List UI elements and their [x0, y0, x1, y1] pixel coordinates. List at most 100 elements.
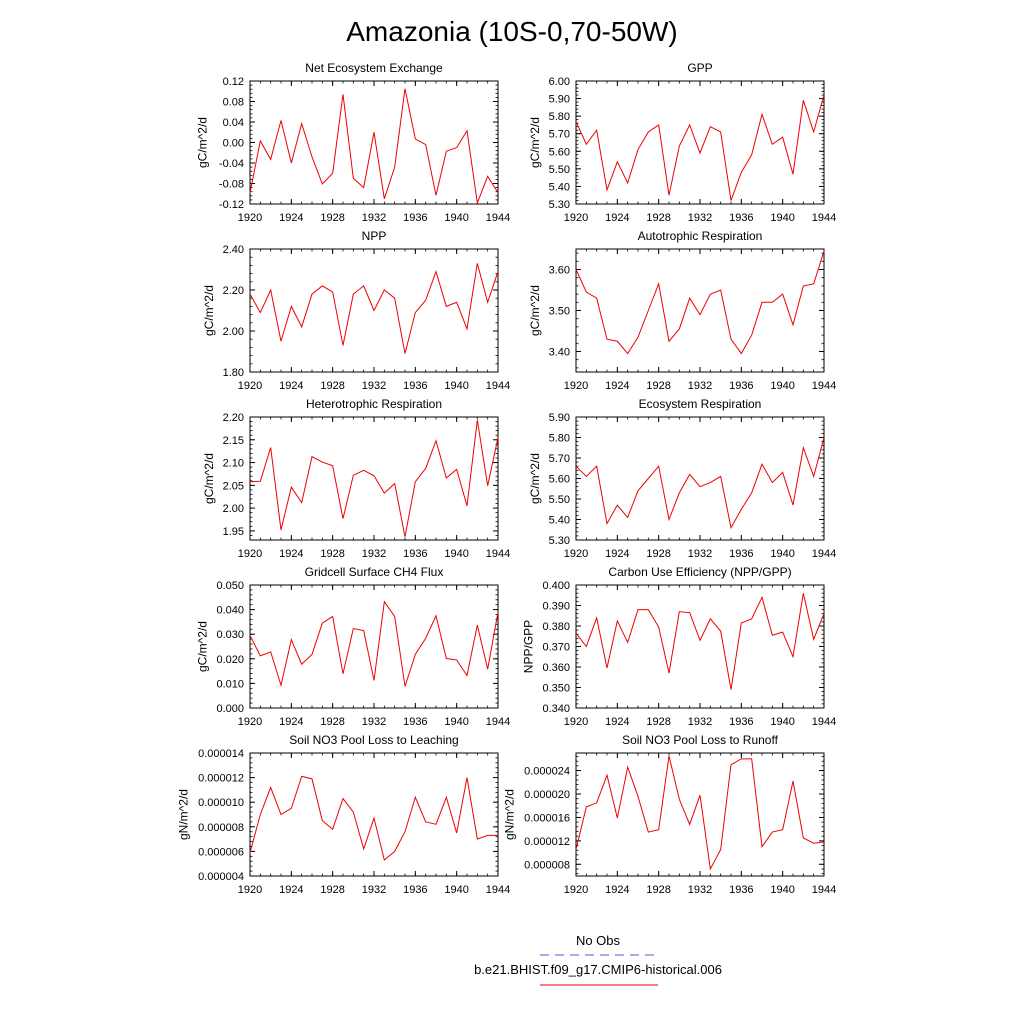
x-tick-label: 1920 [238, 212, 262, 224]
x-tick-label: 1940 [770, 212, 794, 224]
series-line [249, 88, 499, 205]
x-tick-label: 1940 [770, 380, 794, 392]
y-tick-label: 5.40 [549, 515, 570, 527]
y-tick-label: 0.000020 [524, 789, 570, 801]
x-tick-label: 1928 [320, 548, 344, 560]
panel-3: 1920 1924 1928 1932 1936 1940 1944 1.80 2.00 2.20… [202, 229, 510, 392]
x-tick-label: 1924 [605, 548, 629, 560]
series-line [249, 600, 499, 688]
x-tick-label: 1936 [729, 884, 753, 896]
y-tick-label: 0.050 [216, 580, 244, 592]
panel-2: 1920 1924 1928 1932 1936 1940 1944 5.30 5.40 5.50… [528, 61, 836, 224]
y-axis-label: gN/m^2/d [503, 789, 517, 840]
x-tick-label: 1924 [605, 380, 629, 392]
y-tick-label: 3.50 [549, 306, 570, 318]
panel-title: Carbon Use Efficiency (NPP/GPP) [608, 565, 791, 579]
y-axis-label: gC/m^2/d [196, 621, 210, 672]
y-tick-label: 0.030 [216, 629, 244, 641]
y-tick-label: 0.000014 [198, 748, 244, 760]
y-tick-label: 0.400 [542, 580, 570, 592]
y-tick-label: -0.08 [219, 179, 244, 191]
series-line [249, 420, 499, 537]
y-tick-label: 2.15 [223, 435, 244, 447]
y-tick-label: 3.60 [549, 265, 570, 277]
y-axis-label: NPP/GPP [522, 620, 536, 673]
x-tick-label: 1944 [812, 884, 836, 896]
x-tick-label: 1928 [646, 548, 670, 560]
y-tick-label: 5.80 [549, 111, 570, 123]
y-tick-label: 5.80 [549, 433, 570, 445]
x-tick-label: 1920 [564, 212, 588, 224]
plot-frame [249, 752, 499, 877]
y-tick-label: 2.00 [223, 503, 244, 515]
x-tick-label: 1944 [486, 212, 510, 224]
series-line [249, 775, 498, 861]
x-tick-label: 1924 [279, 212, 303, 224]
y-tick-label: 0.350 [542, 683, 570, 695]
x-tick-label: 1924 [279, 716, 303, 728]
x-tick-label: 1944 [812, 212, 836, 224]
panel-7: 1920 1924 1928 1932 1936 1940 1944 0.000 0.010 0.… [196, 565, 511, 728]
y-tick-label: 5.40 [549, 181, 570, 193]
panel-8: 1920 1924 1928 1932 1936 1940 1944 0.340 0.350 0.… [522, 565, 837, 728]
x-tick-label: 1920 [238, 548, 262, 560]
x-tick-label: 1940 [770, 548, 794, 560]
x-tick-label: 1944 [486, 884, 510, 896]
y-tick-label: 5.50 [549, 494, 570, 506]
figure-title: Amazonia (10S-0,70-50W) [346, 16, 677, 47]
x-tick-label: 1928 [646, 716, 670, 728]
x-tick-label: 1940 [444, 716, 468, 728]
panel-title: Heterotrophic Respiration [306, 397, 442, 411]
plot-frame [249, 80, 499, 205]
panel-title: NPP [362, 229, 387, 243]
y-tick-label: 2.10 [223, 458, 244, 470]
y-tick-label: 0.00 [223, 138, 244, 150]
panel-10: 1920 1924 1928 1932 1936 1940 1944 0.000008 0.00… [503, 733, 837, 896]
y-tick-label: 0.040 [216, 605, 244, 617]
y-tick-label: 0.000004 [198, 871, 244, 883]
x-tick-label: 1924 [605, 212, 629, 224]
y-tick-label: 2.40 [223, 244, 244, 256]
x-tick-label: 1936 [403, 548, 427, 560]
legend: No Obs b.e21.BHIST.f09_g17.CMIP6-histori… [474, 933, 722, 986]
x-tick-label: 1944 [486, 380, 510, 392]
y-tick-label: 0.000012 [524, 836, 570, 848]
y-tick-label: 0.000012 [198, 773, 244, 785]
x-tick-label: 1936 [403, 380, 427, 392]
x-tick-label: 1928 [646, 380, 670, 392]
legend-obs-label: No Obs [576, 933, 621, 948]
y-tick-label: 0.360 [542, 662, 570, 674]
panel-title: Gridcell Surface CH4 Flux [305, 565, 444, 579]
y-tick-label: 2.20 [223, 285, 244, 297]
x-tick-label: 1920 [238, 716, 262, 728]
y-axis-label: gC/m^2/d [202, 453, 216, 504]
y-tick-label: 0.370 [542, 642, 570, 654]
x-tick-label: 1924 [279, 548, 303, 560]
x-tick-label: 1936 [729, 380, 753, 392]
x-tick-label: 1928 [320, 884, 344, 896]
panel-title: Net Ecosystem Exchange [305, 61, 443, 75]
panel-9: 1920 1924 1928 1932 1936 1940 1944 0.000004 0.00… [177, 733, 511, 896]
panel-5: 1920 1924 1928 1932 1936 1940 1944 1.95 2.00 2.05… [202, 397, 510, 560]
x-tick-label: 1944 [812, 716, 836, 728]
plot-frame [575, 80, 825, 205]
y-tick-label: 0.390 [542, 601, 570, 613]
y-tick-label: 2.05 [223, 480, 244, 492]
x-tick-label: 1932 [362, 548, 386, 560]
x-tick-label: 1932 [688, 212, 712, 224]
panel-title: Autotrophic Respiration [638, 229, 763, 243]
x-tick-label: 1932 [362, 380, 386, 392]
x-tick-label: 1932 [688, 884, 712, 896]
y-tick-label: 3.40 [549, 347, 570, 359]
y-tick-label: 2.20 [223, 412, 244, 424]
plot-frame [575, 752, 825, 877]
y-tick-label: 0.380 [542, 621, 570, 633]
y-tick-label: 0.000008 [524, 859, 570, 871]
y-tick-label: 0.020 [216, 654, 244, 666]
series-line [575, 250, 825, 355]
x-tick-label: 1924 [605, 884, 629, 896]
plot-frame [575, 584, 825, 709]
y-tick-label: 0.010 [216, 678, 244, 690]
y-tick-label: 5.50 [549, 164, 570, 176]
y-tick-label: 5.90 [549, 412, 570, 424]
